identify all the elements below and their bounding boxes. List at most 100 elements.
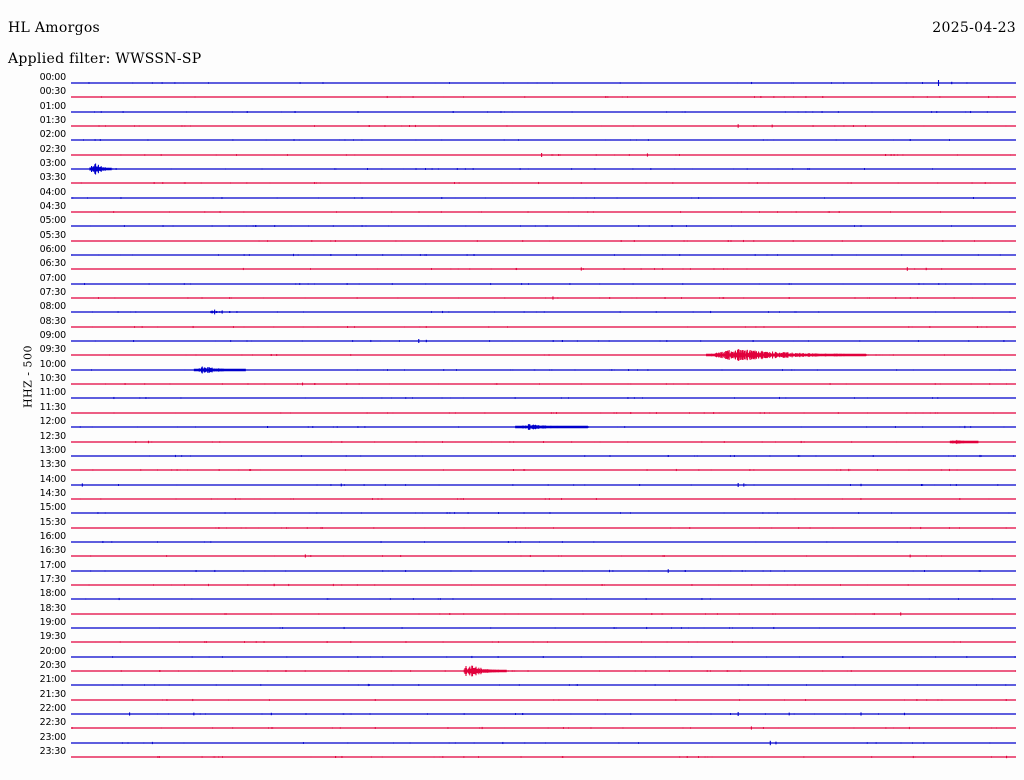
trace-row-time-label: 17:00 (39, 559, 67, 571)
trace-row: 10:30 (0, 374, 1024, 393)
trace-row: 06:00 (0, 245, 1024, 264)
trace-row-waveform (71, 665, 1017, 680)
trace-area: 00:00 00:30 01:00 01:30 02:00 02:30 03:00 03:30… (0, 73, 1024, 778)
trace-row: 01:30 (0, 116, 1024, 135)
trace-row-time-label: 21:00 (39, 674, 67, 686)
trace-row-time-label: 19:00 (39, 616, 67, 628)
trace-row: 21:00 (0, 675, 1024, 694)
trace-row-time-label: 04:30 (39, 201, 67, 213)
trace-row-time-label: 13:00 (39, 444, 67, 456)
trace-row-time-label: 17:30 (39, 573, 67, 585)
trace-row: 21:30 (0, 689, 1024, 709)
trace-row-waveform (71, 609, 1016, 623)
trace-row-time-label: 08:30 (39, 315, 67, 327)
trace-row-time-label: 16:30 (39, 545, 67, 557)
trace-row: 07:30 (0, 288, 1024, 307)
trace-row-time-label: 00:30 (39, 86, 67, 98)
trace-row: 04:30 (0, 202, 1024, 221)
trace-row-waveform (71, 250, 1016, 264)
trace-row: 09:30 (0, 345, 1024, 364)
trace-row: 20:30 (0, 660, 1024, 680)
trace-row: 13:00 (0, 445, 1024, 465)
trace-row: 12:00 (0, 417, 1024, 436)
trace-row-time-label: 12:00 (39, 416, 67, 428)
trace-row-waveform (71, 393, 1016, 407)
trace-row-time-label: 19:30 (39, 631, 67, 643)
trace-row-time-label: 15:30 (39, 516, 67, 528)
trace-row-waveform (71, 365, 1016, 379)
trace-row-time-label: 05:00 (39, 215, 67, 227)
trace-row-waveform (71, 279, 1016, 293)
trace-row: 03:00 (0, 159, 1024, 178)
trace-row: 19:30 (0, 632, 1024, 651)
trace-row: 08:30 (0, 316, 1024, 336)
trace-row-waveform (71, 221, 1016, 235)
trace-row: 08:00 (0, 302, 1024, 321)
trace-row-waveform (71, 537, 1016, 551)
trace-row-waveform (71, 150, 1016, 164)
trace-row: 10:00 (0, 359, 1024, 379)
trace-row-waveform (71, 78, 1016, 92)
trace-row-waveform (71, 92, 1016, 106)
trace-row: 09:00 (0, 331, 1024, 350)
trace-row: 05:30 (0, 230, 1024, 250)
trace-row-time-label: 07:30 (39, 287, 67, 299)
trace-row-time-label: 03:00 (39, 158, 67, 170)
trace-row: 11:30 (0, 402, 1024, 422)
trace-row-time-label: 22:00 (39, 702, 67, 714)
trace-row-time-label: 13:30 (39, 459, 67, 471)
trace-row: 04:00 (0, 187, 1024, 207)
trace-row-waveform (71, 695, 1016, 709)
trace-row-waveform (71, 121, 1016, 135)
trace-row-time-label: 18:30 (39, 602, 67, 614)
trace-row-waveform (71, 623, 1016, 637)
trace-row-waveform (71, 723, 1016, 737)
trace-row-time-label: 10:00 (39, 358, 67, 370)
trace-row-waveform (71, 494, 1016, 508)
trace-row-waveform (71, 437, 1016, 451)
trace-row: 01:00 (0, 101, 1024, 121)
trace-row-time-label: 03:30 (39, 172, 67, 184)
trace-row: 17:00 (0, 560, 1024, 580)
trace-row: 11:00 (0, 388, 1024, 407)
trace-row-time-label: 05:30 (39, 229, 67, 241)
trace-row-time-label: 22:30 (39, 717, 67, 729)
trace-row: 16:00 (0, 531, 1024, 551)
trace-row-waveform (71, 551, 1016, 565)
trace-row-waveform (71, 207, 1016, 221)
trace-row-waveform (71, 135, 1016, 149)
trace-row-time-label: 14:00 (39, 473, 67, 485)
trace-row: 23:30 (0, 746, 1024, 766)
trace-row-time-label: 20:00 (39, 645, 67, 657)
trace-row-time-label: 06:30 (39, 258, 67, 270)
trace-row-waveform (71, 107, 1016, 121)
trace-row: 18:00 (0, 589, 1024, 608)
trace-row-time-label: 09:30 (39, 344, 67, 356)
trace-row-waveform (71, 293, 1016, 307)
trace-row: 17:30 (0, 574, 1024, 594)
trace-row: 22:00 (0, 703, 1024, 723)
trace-row: 05:00 (0, 216, 1024, 235)
trace-row: 06:30 (0, 259, 1024, 278)
trace-row-waveform (71, 336, 1016, 350)
trace-row-waveform (71, 738, 1016, 752)
trace-row-time-label: 11:00 (39, 387, 67, 399)
trace-row-waveform (71, 264, 1016, 278)
trace-row: 18:30 (0, 603, 1024, 623)
trace-row-time-label: 02:00 (39, 129, 67, 141)
trace-row-waveform (71, 236, 1016, 250)
trace-row: 15:30 (0, 517, 1024, 537)
trace-row-time-label: 08:00 (39, 301, 67, 313)
trace-row: 23:00 (0, 732, 1024, 752)
trace-row: 03:30 (0, 173, 1024, 192)
trace-row-waveform (71, 709, 1016, 723)
trace-row-time-label: 12:30 (39, 430, 67, 442)
trace-row-time-label: 06:00 (39, 244, 67, 256)
trace-row: 14:30 (0, 488, 1024, 508)
trace-row: 13:30 (0, 460, 1024, 479)
applied-filter-label: Applied filter: WWSSN-SP (8, 51, 202, 67)
trace-row-waveform (71, 523, 1016, 537)
trace-row-time-label: 16:00 (39, 530, 67, 542)
trace-row-waveform (71, 652, 1016, 666)
